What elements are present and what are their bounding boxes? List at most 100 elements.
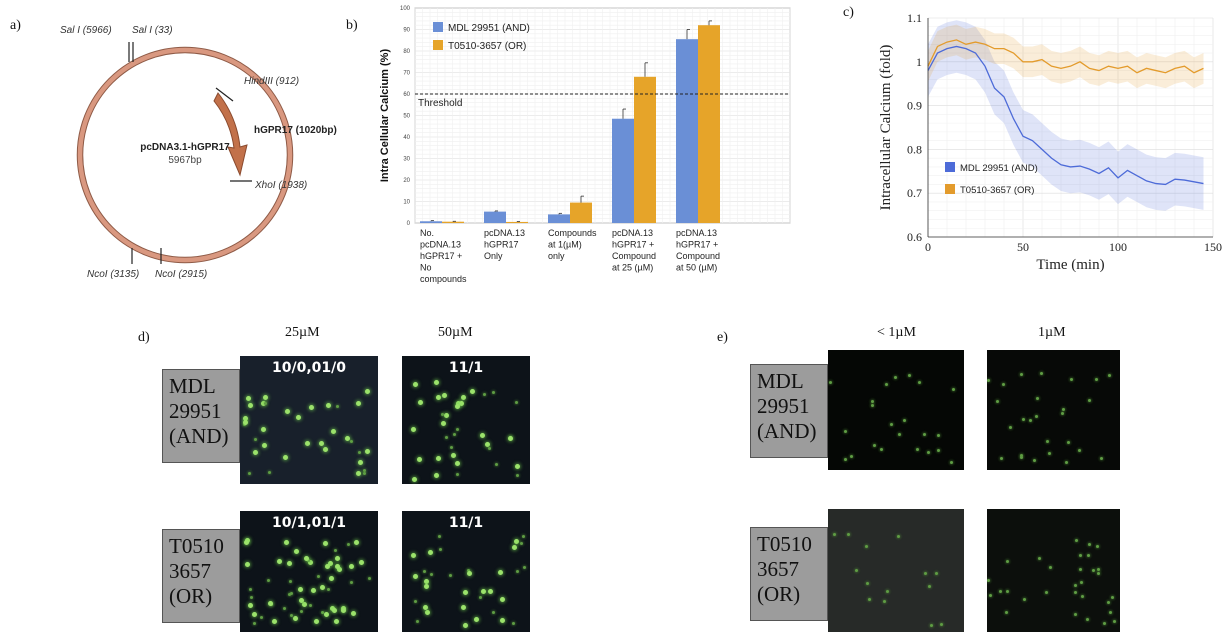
cell-fluorescence-dot [1020,456,1023,459]
cell-fluorescence-dot [833,533,836,536]
bar-category-label: Compound [612,251,656,261]
cell-fluorescence-dot [1005,611,1008,614]
bar-ytick-label: 20 [403,178,410,184]
cell-fluorescence-dot [1113,620,1116,623]
bar-ytick-label: 100 [400,6,411,12]
bar-ytick-label: 80 [403,49,410,55]
plasmid-size: 5967bp [168,155,202,166]
d-conc-50: 50µM [438,325,473,340]
site-label-sal1: Sal I (5966) [60,25,112,36]
cell-fluorescence-dot [363,469,366,472]
line-chart: 0 50 100 150 0.6 0.7 0.8 0.9 1 1.1 Time (min) Int… [878,11,1222,273]
cell-fluorescence-dot [307,559,310,562]
bar-category-label: No [420,263,432,273]
cell-fluorescence-dot [1009,426,1012,429]
cell-fluorescence-dot [299,598,304,603]
cell-fluorescence-dot [424,579,429,584]
bar-legend-swatch [433,22,443,32]
bar-category-label: only [548,251,565,261]
cell-fluorescence-dot [250,596,253,599]
cell-fluorescence-dot [358,451,361,454]
cell-fluorescence-dot [952,388,955,391]
cell-fluorescence-dot [456,401,461,406]
cell-fluorescence-dot [244,540,249,545]
cell-fluorescence-dot [1097,572,1100,575]
cell-fluorescence-dot [319,441,324,446]
cell-fluorescence-dot [844,430,847,433]
cell-fluorescence-dot [1111,596,1114,599]
bar-chart-bars [420,20,720,224]
line-ytick-label: 0.9 [907,99,922,113]
bar-ytick-label: 30 [403,157,410,163]
plasmid-name: pcDNA3.1-hGPR17 [140,142,230,153]
cell-fluorescence-dot [359,560,364,565]
cell-fluorescence-dot [441,413,444,416]
cell-fluorescence-dot [873,444,876,447]
cell-fluorescence-dot [461,395,466,400]
cell-fluorescence-dot [253,450,258,455]
cell-fluorescence-dot [243,416,248,421]
cell-fluorescence-dot [459,401,464,406]
cell-fluorescence-dot [311,588,316,593]
cell-fluorescence-dot [1022,418,1025,421]
insert-label: hGPR17 (1020bp) [254,125,337,136]
bar-category-label: at 50 (µM) [676,263,717,273]
cell-fluorescence-dot [1049,566,1052,569]
cell-fluorescence-dot [436,395,441,400]
cell-fluorescence-dot [930,624,933,627]
bar-category-label: Only [484,251,503,261]
e-row1-line3: (AND) [757,419,817,443]
cell-fluorescence-dot [245,562,250,567]
cell-fluorescence-dot [323,447,328,452]
micrograph-d-or-25: 10/1,01/1 [240,511,378,632]
bar-category-label: pcDNA.13 [612,228,653,238]
line-chart-series [927,39,1204,186]
cell-fluorescence-dot [442,393,447,398]
cell-fluorescence-dot [480,433,485,438]
cell-fluorescence-dot [515,401,518,404]
cell-fluorescence-dot [498,570,503,575]
cell-fluorescence-dot [309,604,312,607]
cell-fluorescence-dot [1061,412,1064,415]
bar-legend-label: MDL 29951 (AND) [448,23,530,34]
confidence-band [928,20,1204,211]
cell-fluorescence-dot [1048,452,1051,455]
cell-fluorescence-dot [850,455,853,458]
cell-fluorescence-dot [302,602,307,607]
cell-fluorescence-dot [1006,560,1009,563]
cell-fluorescence-dot [512,622,515,625]
annotation-d-4: 11/1 [448,515,484,531]
cell-fluorescence-dot [335,556,340,561]
cell-fluorescence-dot [308,560,313,565]
e-row1-line1: MDL [757,369,804,393]
cell-fluorescence-dot [320,585,325,590]
cell-fluorescence-dot [1108,374,1111,377]
cell-fluorescence-dot [463,623,468,628]
hgpr17-insert-arrow [213,92,248,177]
cell-fluorescence-dot [425,610,430,615]
line-legend-swatch [945,184,955,194]
bar-ytick-label: 70 [403,71,410,77]
cell-fluorescence-dot [1074,591,1077,594]
bar [698,25,720,224]
cell-fluorescence-dot [847,533,850,536]
cell-fluorescence-dot [1070,378,1073,381]
cell-fluorescence-dot [488,589,493,594]
micrograph-e-or-lt1 [828,509,964,632]
cell-fluorescence-dot [424,584,429,589]
cell-fluorescence-dot [1081,595,1084,598]
line-ytick-label: 1.1 [907,11,922,25]
cell-fluorescence-dot [283,607,286,610]
cell-fluorescence-dot [358,460,363,465]
cell-fluorescence-dot [989,594,992,597]
micrograph-d-or-50: 11/1 [402,511,530,632]
cell-fluorescence-dot [293,616,298,621]
cell-fluorescence-dot [349,564,354,569]
threshold-label: Threshold [418,98,462,109]
cell-fluorescence-dot [868,598,871,601]
cell-fluorescence-dot [1088,399,1091,402]
panel-label-a: a) [10,18,21,33]
bar-ytick-label: 40 [403,135,410,141]
bar-category-label: Compounds [548,228,597,238]
line-chart-grid [927,17,1214,238]
